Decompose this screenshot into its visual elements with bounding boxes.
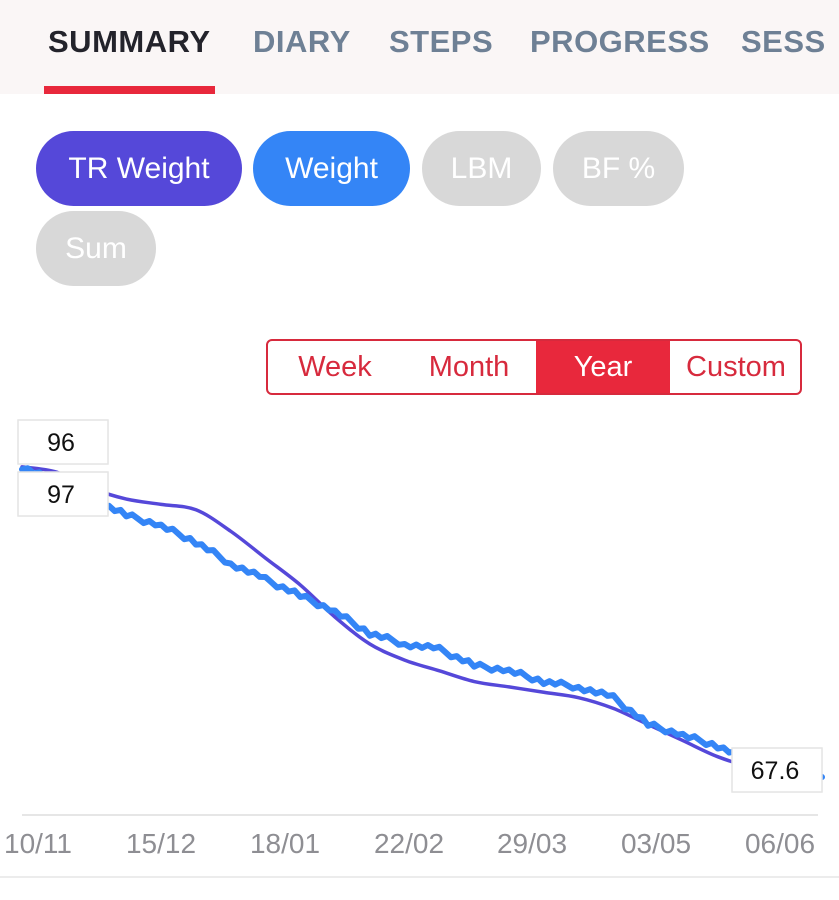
x-tick-label: 18/01 <box>250 828 320 859</box>
start-tr-weight-label: 96 <box>17 419 109 465</box>
active-tab-indicator <box>44 86 215 94</box>
start-weight-label: 97 <box>17 471 109 517</box>
tr-weight-series-line <box>20 465 824 780</box>
range-week-button[interactable]: Week <box>298 351 372 383</box>
x-tick-label: 29/03 <box>497 828 567 859</box>
chip-weight[interactable]: Weight <box>253 131 410 206</box>
value-label-text: 97 <box>47 481 75 509</box>
x-tick-label: 03/05 <box>621 828 691 859</box>
tab-steps[interactable]: STEPS <box>389 24 494 59</box>
x-tick-label: 10/11 <box>4 828 72 859</box>
range-year-button[interactable]: Year <box>536 341 670 393</box>
tab-sessions[interactable]: SESS <box>741 24 826 59</box>
bottom-divider <box>0 876 839 878</box>
value-label-text: 96 <box>47 429 75 457</box>
weight-line-chart: 96 97 67.6 10/11 15/12 18/01 22/02 29/03 03/05 0… <box>4 419 825 859</box>
chip-bf-percent[interactable]: BF % <box>553 131 684 206</box>
chip-tr-weight[interactable]: TR Weight <box>36 131 242 206</box>
value-label-text: 67.6 <box>751 757 800 785</box>
tab-diary[interactable]: DIARY <box>253 24 351 59</box>
tab-summary[interactable]: SUMMARY <box>48 24 211 59</box>
x-tick-label: 22/02 <box>374 828 444 859</box>
x-tick-label: 06/06 <box>745 828 815 859</box>
chip-lbm[interactable]: LBM <box>422 131 541 206</box>
range-month-button[interactable]: Month <box>428 351 510 383</box>
end-weight-label: 67.6 <box>731 747 823 793</box>
range-segmented-control: Week Month Year Custom <box>266 339 802 395</box>
chip-sum[interactable]: Sum <box>36 211 156 286</box>
tab-progress[interactable]: PROGRESS <box>530 24 710 59</box>
weight-series-line <box>19 465 825 781</box>
x-tick-label: 15/12 <box>126 828 196 859</box>
top-tab-bar: SUMMARY DIARY STEPS PROGRESS SESS <box>0 0 839 94</box>
range-custom-button[interactable]: Custom <box>686 351 786 383</box>
